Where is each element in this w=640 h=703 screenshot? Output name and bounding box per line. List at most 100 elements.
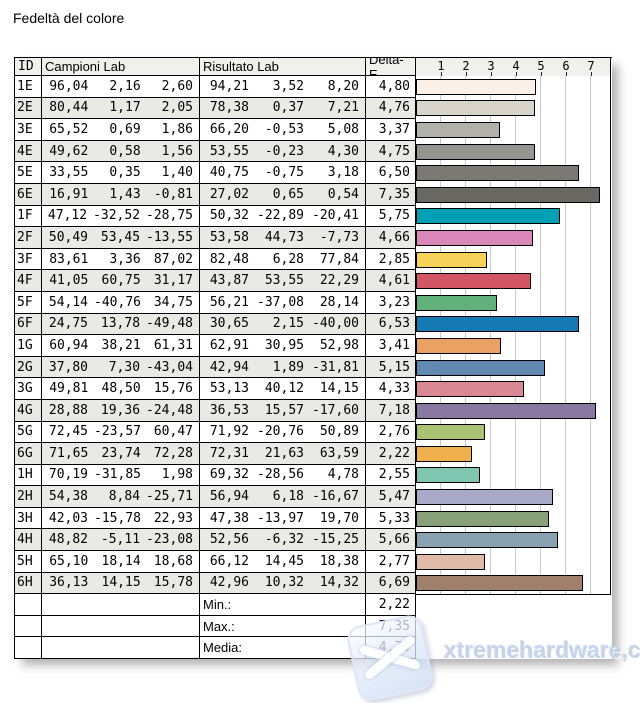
table-row: 4G 28,88 19,36 -24,48 36,53 15,57 -17,60 7,18	[15, 399, 612, 422]
risultato-value: 53,58	[209, 229, 249, 245]
cell-campioni: 16,91 1,43 -0,81	[42, 183, 200, 206]
summary-label: Min.:	[200, 594, 366, 616]
cell-risultato: 66,12 14,45 18,38	[200, 551, 366, 573]
risultato-value: 19,70	[319, 510, 359, 526]
cell-risultato: 62,91 30,95 52,98	[200, 335, 366, 357]
campioni-value: 41,05	[49, 273, 89, 289]
axis-tick-label: 1	[437, 59, 445, 73]
risultato-value: 14,45	[264, 553, 304, 569]
cell-risultato: 78,38 0,37 7,21	[200, 97, 366, 120]
cell-chart	[416, 335, 611, 357]
campioni-value: 1,43	[109, 186, 141, 202]
cell-campioni: 50,49 53,45 -13,55	[42, 227, 200, 249]
delta-e-bar	[416, 402, 596, 419]
cell-delta-e: 3,37	[366, 119, 416, 141]
campioni-value: 1,98	[161, 467, 193, 483]
cell-campioni: 60,94 38,21 61,31	[42, 335, 200, 357]
cell-risultato: 82,48 6,28 77,84	[200, 248, 366, 271]
campioni-value: 72,28	[153, 445, 193, 461]
cell-campioni: 96,04 2,16 2,60	[42, 76, 200, 98]
summary-chart-blank	[416, 615, 611, 638]
campioni-value: 18,14	[101, 553, 141, 569]
cell-campioni: 28,88 19,36 -24,48	[42, 399, 200, 422]
cell-delta-e: 6,69	[366, 572, 416, 595]
table-row: 5G 72,45 -23,57 60,47 71,92 -20,76 50,89 2,76	[15, 421, 612, 444]
page-title: Fedeltà del colore	[13, 10, 125, 26]
summary-empty-id	[15, 594, 42, 616]
summary-chart-blank	[416, 637, 611, 660]
risultato-value: 56,94	[209, 489, 249, 505]
cell-delta-e: 2,85	[366, 248, 416, 271]
table-row: 6G 71,65 23,74 72,28 72,31 21,63 63,59 2,22	[15, 443, 612, 465]
risultato-value: 69,32	[209, 467, 249, 483]
delta-e-bar	[416, 208, 560, 225]
table-row: 1E 96,04 2,16 2,60 94,21 3,52 8,20 4,80	[15, 76, 612, 98]
cell-risultato: 56,94 6,18 -16,67	[200, 486, 366, 508]
delta-e-bar	[416, 143, 535, 160]
campioni-value: 28,88	[48, 402, 89, 418]
campioni-value: 24,75	[48, 316, 89, 332]
summary-label: Media:	[200, 637, 366, 660]
risultato-value: 4,30	[327, 143, 359, 159]
cell-risultato: 42,94 1,89 -31,81	[200, 356, 366, 379]
cell-delta-e: 6,53	[366, 313, 416, 336]
campioni-value: 48,50	[101, 381, 141, 397]
delta-e-bar	[416, 165, 579, 182]
risultato-value: -37,08	[257, 294, 304, 310]
cell-id: 5G	[15, 421, 42, 444]
risultato-value: 40,75	[209, 165, 249, 181]
cell-chart	[416, 97, 611, 120]
risultato-value: 66,12	[209, 553, 249, 569]
campioni-value: 96,04	[49, 78, 89, 94]
risultato-value: 42,94	[209, 359, 249, 375]
campioni-value: 54,14	[48, 294, 89, 310]
risultato-value: 63,59	[319, 445, 359, 461]
cell-id: 1F	[15, 205, 42, 228]
table-row: 5H 65,10 18,14 18,68 66,12 14,45 18,38 2,77	[15, 551, 612, 573]
cell-delta-e: 5,33	[366, 507, 416, 530]
cell-id: 6G	[15, 443, 42, 465]
cell-chart	[416, 464, 611, 487]
campioni-value: 19,36	[100, 402, 141, 418]
campioni-value: 16,91	[49, 186, 89, 202]
delta-e-bar	[416, 553, 486, 570]
table-row: 3G 49,81 48,50 15,76 53,13 40,12 14,15 4,33	[15, 378, 612, 400]
risultato-value: 15,57	[264, 402, 304, 418]
summary-value: 2,22	[366, 594, 416, 616]
delta-e-bar	[416, 510, 550, 527]
table-row: 5E 33,55 0,35 1,40 40,75 -0,75 3,18 6,50	[15, 162, 612, 184]
risultato-value: 1,89	[272, 359, 304, 375]
cell-delta-e: 2,55	[366, 464, 416, 487]
campioni-value: -23,08	[146, 532, 193, 548]
campioni-value: -25,71	[146, 489, 193, 505]
risultato-value: 62,91	[209, 337, 249, 353]
cell-delta-e: 4,76	[366, 97, 416, 120]
cell-delta-e: 5,47	[366, 486, 416, 508]
campioni-value: 2,60	[161, 78, 193, 94]
delta-e-bar	[416, 337, 502, 354]
campioni-value: -32,52	[93, 208, 141, 224]
cell-id: 1E	[15, 76, 42, 98]
table-row: 6F 24,75 13,78 -49,48 30,65 2,15 -40,00 6,53	[15, 313, 612, 336]
cell-chart	[416, 291, 611, 314]
risultato-value: 43,87	[209, 273, 249, 289]
cell-campioni: 24,75 13,78 -49,48	[42, 313, 200, 336]
cell-campioni: 36,13 14,15 15,78	[42, 572, 200, 595]
table-row: 3E 65,52 0,69 1,86 66,20 -0,53 5,08 3,37	[15, 119, 612, 141]
risultato-value: 5,08	[327, 121, 359, 137]
campioni-value: -24,48	[146, 402, 193, 418]
cell-risultato: 43,87 53,55 22,29	[200, 270, 366, 292]
cell-campioni: 37,80 7,30 -43,04	[42, 356, 200, 379]
table-row: 2E 80,44 1,17 2,05 78,38 0,37 7,21 4,76	[15, 97, 612, 120]
risultato-value: 94,21	[209, 78, 249, 94]
cell-chart	[416, 551, 611, 573]
risultato-value: 0,54	[327, 186, 359, 202]
axis-tick-mark	[591, 72, 592, 76]
cell-chart	[416, 162, 611, 184]
cell-chart	[416, 227, 611, 249]
cell-chart	[416, 421, 611, 444]
delta-e-bar	[416, 489, 553, 506]
risultato-value: 7,21	[327, 100, 359, 116]
risultato-value: -20,76	[257, 424, 304, 440]
table-row: 2F 50,49 53,45 -13,55 53,58 44,73 -7,73 4,66	[15, 227, 612, 249]
